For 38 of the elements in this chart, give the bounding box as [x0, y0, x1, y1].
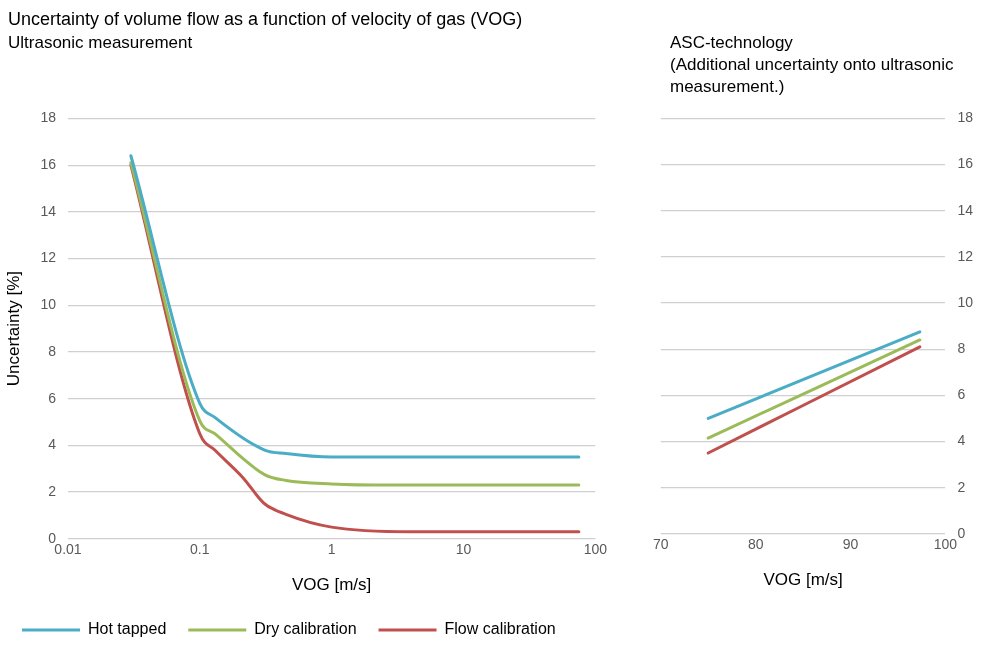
y2-tick-label: 10: [957, 293, 974, 310]
x-tick-label: 100: [583, 541, 608, 558]
y-axis-title: Uncertainty [%]: [3, 270, 23, 387]
y-tick-label: 2: [48, 482, 57, 499]
chart-title: Uncertainty of volume flow as a function of velocity of gas (VOG): [8, 8, 524, 30]
legend-label: Hot tapped: [88, 620, 167, 638]
chart-subtitle: (Additional uncertainty onto ultrasonic measurement.): [670, 54, 955, 98]
x-tick-label: 10: [455, 541, 472, 558]
chart-subtitle: Ultrasonic measurement: [8, 32, 194, 54]
x-tick-label: 70: [653, 536, 669, 553]
y2-tick-label: 16: [957, 155, 974, 172]
y-tick-label: 14: [40, 202, 57, 219]
y-tick-label: 10: [40, 296, 57, 313]
x-tick-label: 1: [327, 541, 336, 558]
y2-tick-label: 8: [957, 340, 966, 357]
y-tick-label: 6: [48, 389, 57, 406]
x-tick-label: 0.1: [190, 541, 210, 558]
x-tick-label: 100: [933, 536, 958, 553]
legend-label: Flow calibration: [444, 620, 556, 638]
y2-tick-label: 18: [957, 109, 974, 126]
chart-title: ASC-technology: [670, 32, 794, 54]
y2-tick-label: 12: [957, 247, 974, 264]
x-axis-title: VOG [m/s]: [291, 575, 372, 595]
y-tick-label: 12: [40, 249, 57, 266]
x-tick-label: 0.01: [54, 541, 82, 558]
legend-label: Dry calibration: [254, 620, 357, 638]
y-tick-label: 18: [40, 109, 57, 126]
y-tick-label: 16: [40, 155, 57, 172]
y2-tick-label: 14: [957, 201, 974, 218]
y2-tick-label: 2: [957, 478, 966, 495]
y-tick-label: 8: [48, 342, 57, 359]
y-tick-label: 4: [48, 436, 57, 453]
y2-tick-label: 0: [957, 524, 966, 541]
x-tick-label: 90: [842, 536, 859, 553]
y2-tick-label: 4: [957, 432, 966, 449]
x-tick-label: 80: [747, 536, 764, 553]
x-axis-title: VOG [m/s]: [763, 570, 843, 590]
y2-tick-label: 6: [957, 386, 966, 403]
